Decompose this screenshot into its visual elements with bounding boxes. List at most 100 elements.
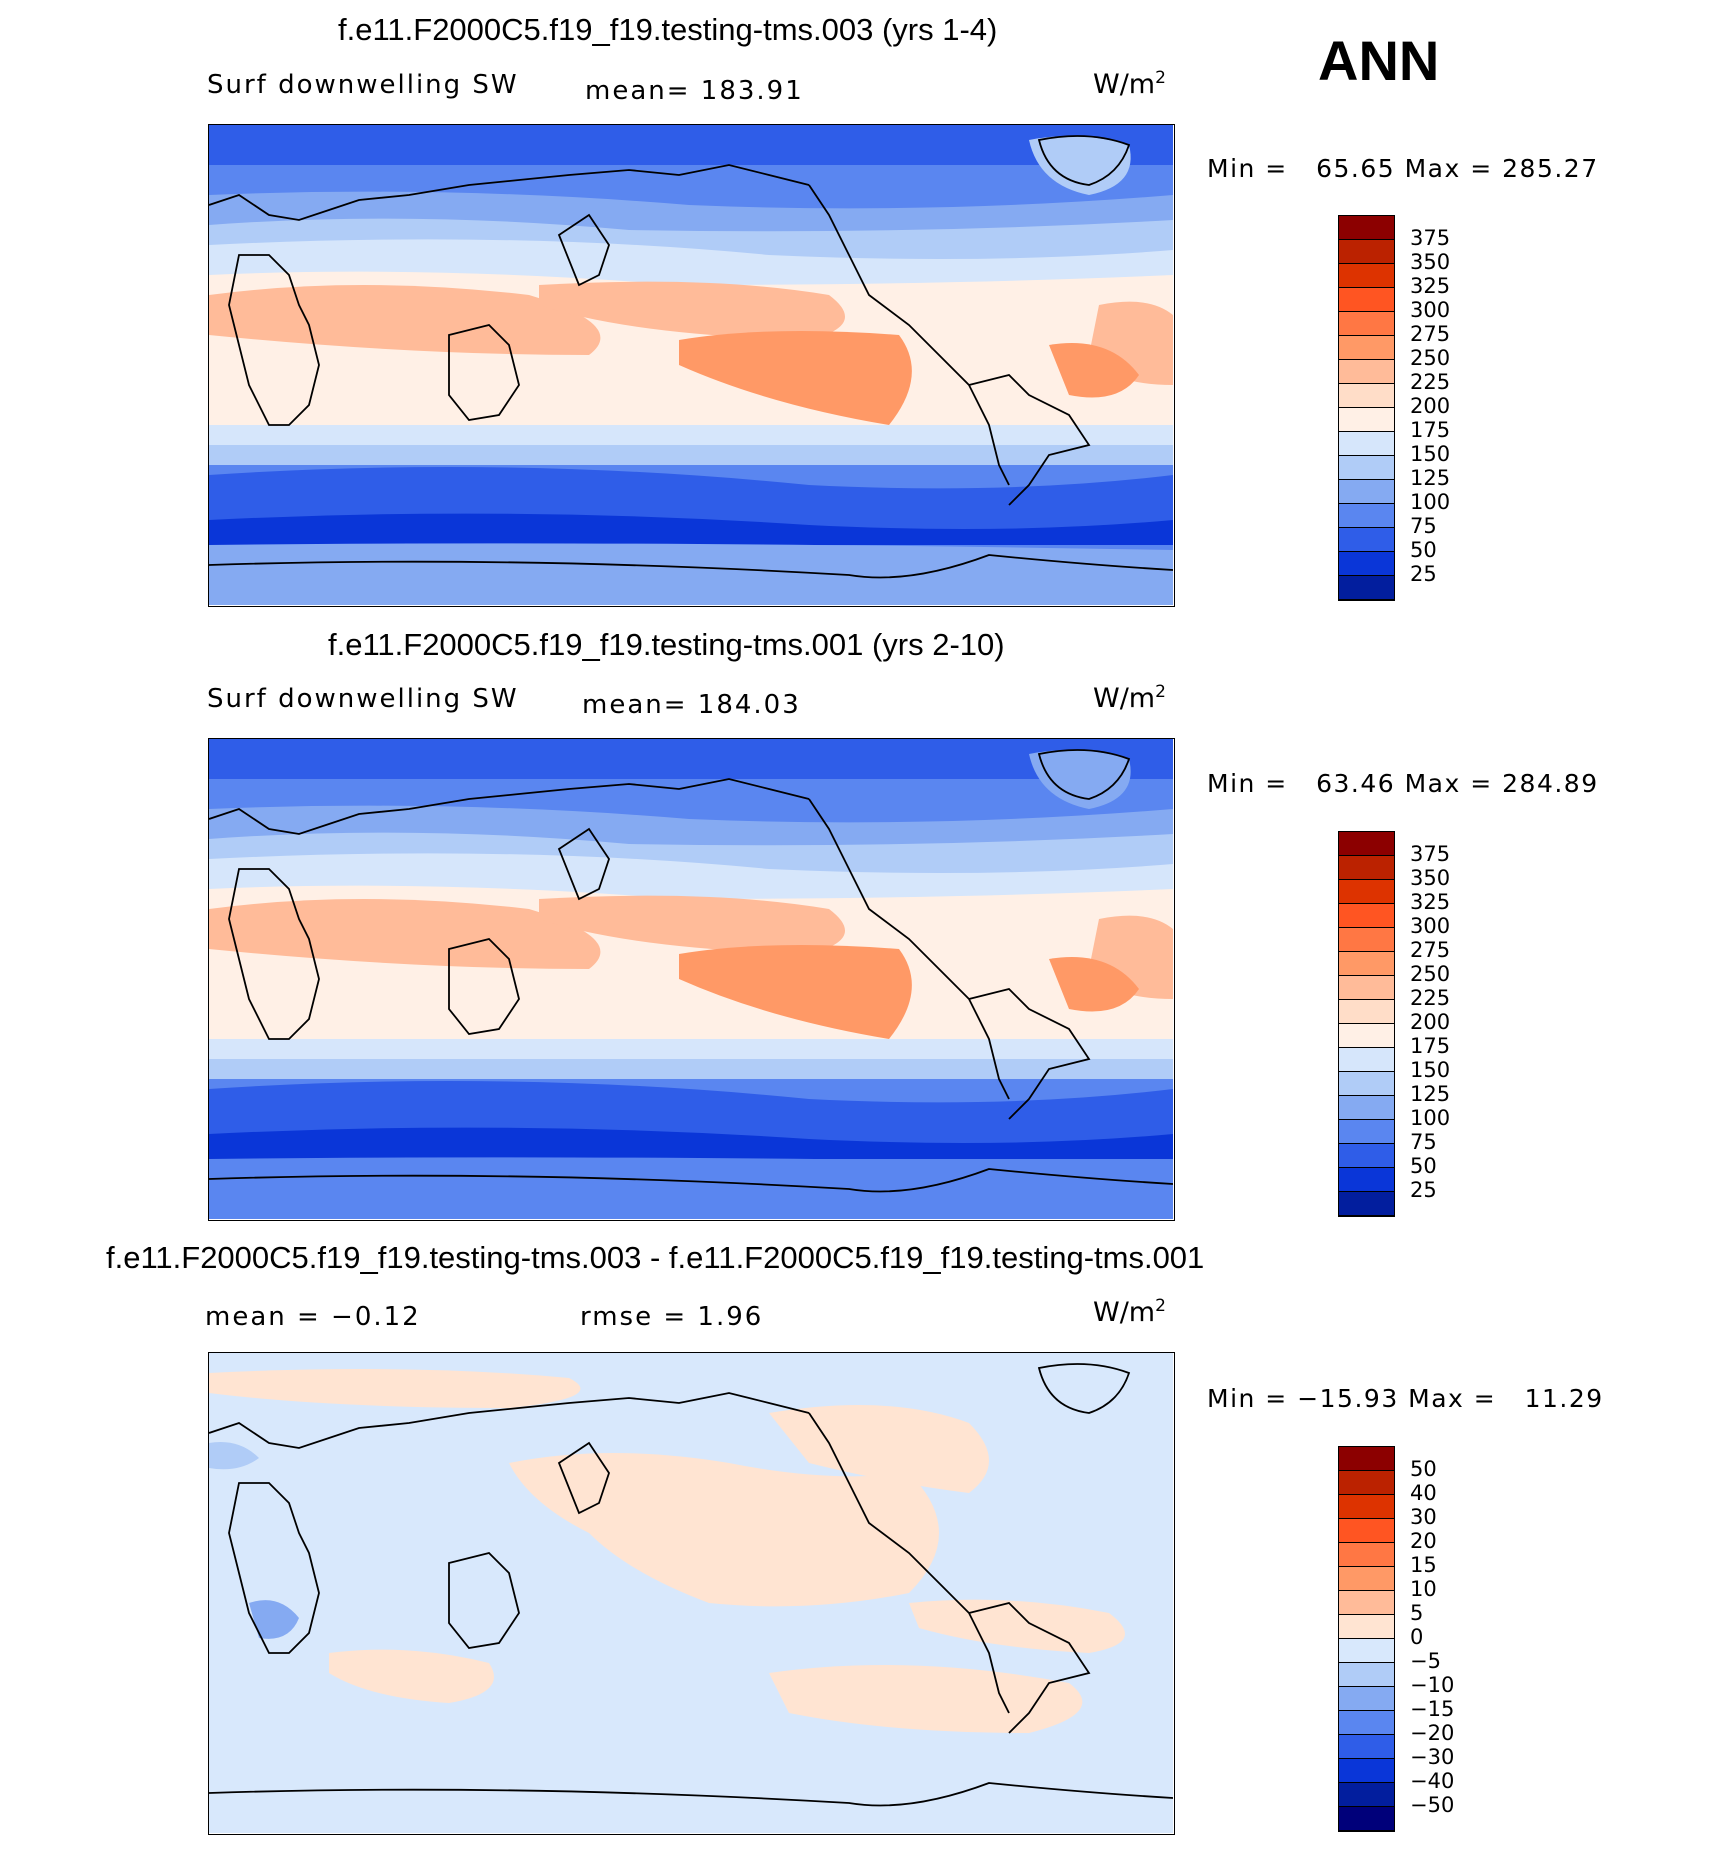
panel-3-colorbar-label: −15 <box>1410 1697 1455 1721</box>
panel-3-title: f.e11.F2000C5.f19_f19.testing-tms.003 - … <box>106 1240 1205 1275</box>
panel-2-colorbar-swatch <box>1339 904 1394 928</box>
panel-3-colorbar-swatch <box>1339 1663 1394 1687</box>
panel-3-colorbar <box>1338 1446 1395 1832</box>
panel-2-colorbar-swatch <box>1339 832 1394 856</box>
panel-2-colorbar-swatch <box>1339 1144 1394 1168</box>
panel-1-colorbar-label: 175 <box>1410 418 1451 442</box>
panel-1-map-svg <box>209 125 1174 605</box>
panel-3-colorbar-label: −20 <box>1410 1721 1455 1745</box>
panel-3-rmse: rmse = 1.96 <box>580 1302 764 1332</box>
panel-1-units: W/m2 <box>1093 68 1166 100</box>
panel-2-colorbar-swatch <box>1339 1000 1394 1024</box>
panel-2-colorbar-label: 225 <box>1410 986 1451 1010</box>
panel-2-colorbar-label: 250 <box>1410 962 1451 986</box>
panel-3-colorbar-label: −5 <box>1410 1649 1441 1673</box>
panel-2-colorbar-label: 375 <box>1410 842 1451 866</box>
panel-3-colorbar-swatch <box>1339 1471 1394 1495</box>
panel-1-colorbar-swatch <box>1339 264 1394 288</box>
panel-1-colorbar-swatch <box>1339 288 1394 312</box>
panel-1-mean: mean= 183.91 <box>585 76 804 106</box>
panel-1-colorbar-swatch <box>1339 240 1394 264</box>
panel-1-colorbar-label: 125 <box>1410 466 1451 490</box>
panel-3-colorbar-label: 5 <box>1410 1601 1424 1625</box>
panel-2-colorbar-label: 125 <box>1410 1082 1451 1106</box>
panel-2-colorbar-swatch <box>1339 1048 1394 1072</box>
panel-1-colorbar-swatch <box>1339 312 1394 336</box>
panel-3-colorbar-label: 20 <box>1410 1529 1437 1553</box>
panel-1-colorbar-label: 25 <box>1410 562 1437 586</box>
panel-2-colorbar-swatch <box>1339 976 1394 1000</box>
panel-3-colorbar-swatch <box>1339 1615 1394 1639</box>
panel-2-colorbar <box>1338 831 1395 1217</box>
panel-1-colorbar-label: 200 <box>1410 394 1451 418</box>
panel-3-map <box>208 1352 1175 1835</box>
panel-2-colorbar-label: 100 <box>1410 1106 1451 1130</box>
panel-1-colorbar-swatch <box>1339 408 1394 432</box>
panel-1-field-label: Surf downwelling SW <box>207 70 519 100</box>
panel-1-colorbar-label: 375 <box>1410 226 1451 250</box>
panel-2-colorbar-swatch <box>1339 1096 1394 1120</box>
panel-2-units: W/m2 <box>1093 682 1166 714</box>
panel-3-colorbar-swatch <box>1339 1543 1394 1567</box>
panel-1-colorbar-swatch <box>1339 576 1394 600</box>
panel-1-colorbar-label: 225 <box>1410 370 1451 394</box>
panel-3-colorbar-swatch <box>1339 1567 1394 1591</box>
panel-2-colorbar-label: 200 <box>1410 1010 1451 1034</box>
panel-1-colorbar-swatch <box>1339 360 1394 384</box>
panel-3-colorbar-swatch <box>1339 1807 1394 1831</box>
panel-2-colorbar-label: 275 <box>1410 938 1451 962</box>
panel-1-colorbar <box>1338 215 1395 601</box>
panel-3-colorbar-swatch <box>1339 1519 1394 1543</box>
panel-2-colorbar-swatch <box>1339 856 1394 880</box>
panel-2-colorbar-swatch <box>1339 880 1394 904</box>
panel-2-colorbar-label: 25 <box>1410 1178 1437 1202</box>
panel-1-colorbar-swatch <box>1339 456 1394 480</box>
panel-3-colorbar-swatch <box>1339 1783 1394 1807</box>
panel-2-colorbar-label: 150 <box>1410 1058 1451 1082</box>
panel-3-colorbar-swatch <box>1339 1447 1394 1471</box>
panel-3-coastlines <box>209 1363 1174 1807</box>
panel-3-colorbar-swatch <box>1339 1759 1394 1783</box>
panel-1-colorbar-label: 250 <box>1410 346 1451 370</box>
panel-2-mean: mean= 184.03 <box>582 690 801 720</box>
panel-3-colorbar-label: 30 <box>1410 1505 1437 1529</box>
panel-2-colorbar-label: 325 <box>1410 890 1451 914</box>
panel-1-colorbar-label: 275 <box>1410 322 1451 346</box>
panel-2-colorbar-swatch <box>1339 952 1394 976</box>
panel-1-colorbar-label: 150 <box>1410 442 1451 466</box>
season-label: ANN <box>1318 29 1440 92</box>
panel-3-colorbar-label: −10 <box>1410 1673 1455 1697</box>
panel-3-colorbar-label: −30 <box>1410 1745 1455 1769</box>
panel-1-map <box>208 124 1175 607</box>
panel-1-colorbar-swatch <box>1339 504 1394 528</box>
panel-2-colorbar-label: 75 <box>1410 1130 1437 1154</box>
panel-1-colorbar-swatch <box>1339 336 1394 360</box>
panel-2-coastlines <box>209 749 1174 1193</box>
panel-1-colorbar-swatch <box>1339 384 1394 408</box>
panel-1-colorbar-label: 75 <box>1410 514 1437 538</box>
panel-1-coastlines <box>209 135 1174 579</box>
panel-3-colorbar-label: −40 <box>1410 1769 1455 1793</box>
panel-2-colorbar-swatch <box>1339 928 1394 952</box>
panel-3-units: W/m2 <box>1093 1296 1166 1328</box>
panel-2-colorbar-label: 300 <box>1410 914 1451 938</box>
panel-3-colorbar-swatch <box>1339 1735 1394 1759</box>
panel-1-colorbar-label: 350 <box>1410 250 1451 274</box>
panel-1-colorbar-swatch <box>1339 216 1394 240</box>
panel-2-map-svg <box>209 739 1174 1219</box>
panel-1-min-max: Min = 65.65 Max = 285.27 <box>1207 154 1599 183</box>
panel-2-map <box>208 738 1175 1221</box>
panel-2-colorbar-label: 50 <box>1410 1154 1437 1178</box>
panel-3-colorbar-swatch <box>1339 1711 1394 1735</box>
panel-3-map-svg <box>209 1353 1174 1833</box>
panel-2-min-max: Min = 63.46 Max = 284.89 <box>1207 769 1599 798</box>
panel-2-field-label: Surf downwelling SW <box>207 684 519 714</box>
panel-3-min-max: Min = −15.93 Max = 11.29 <box>1207 1384 1604 1413</box>
panel-1-colorbar-label: 300 <box>1410 298 1451 322</box>
panel-3-colorbar-label: 40 <box>1410 1481 1437 1505</box>
panel-3-colorbar-label: 0 <box>1410 1625 1424 1649</box>
panel-2-colorbar-swatch <box>1339 1072 1394 1096</box>
panel-1-colorbar-swatch <box>1339 480 1394 504</box>
panel-3-mean: mean = −0.12 <box>205 1302 421 1332</box>
panel-1-title: f.e11.F2000C5.f19_f19.testing-tms.003 (y… <box>338 12 998 47</box>
